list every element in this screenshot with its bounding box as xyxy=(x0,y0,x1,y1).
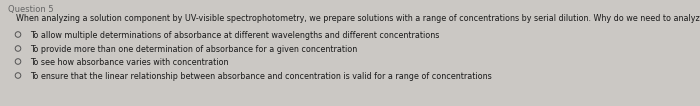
Text: To provide more than one determination of absorbance for a given concentration: To provide more than one determination o… xyxy=(30,45,357,54)
Text: When analyzing a solution component by UV-visible spectrophotometry, we prepare : When analyzing a solution component by U… xyxy=(16,14,700,23)
Text: To see how absorbance varies with concentration: To see how absorbance varies with concen… xyxy=(30,58,228,67)
Text: To allow multiple determinations of absorbance at different wavelengths and diff: To allow multiple determinations of abso… xyxy=(30,31,440,40)
Text: To ensure that the linear relationship between absorbance and concentration is v: To ensure that the linear relationship b… xyxy=(30,72,491,81)
Text: Question 5: Question 5 xyxy=(8,5,54,14)
